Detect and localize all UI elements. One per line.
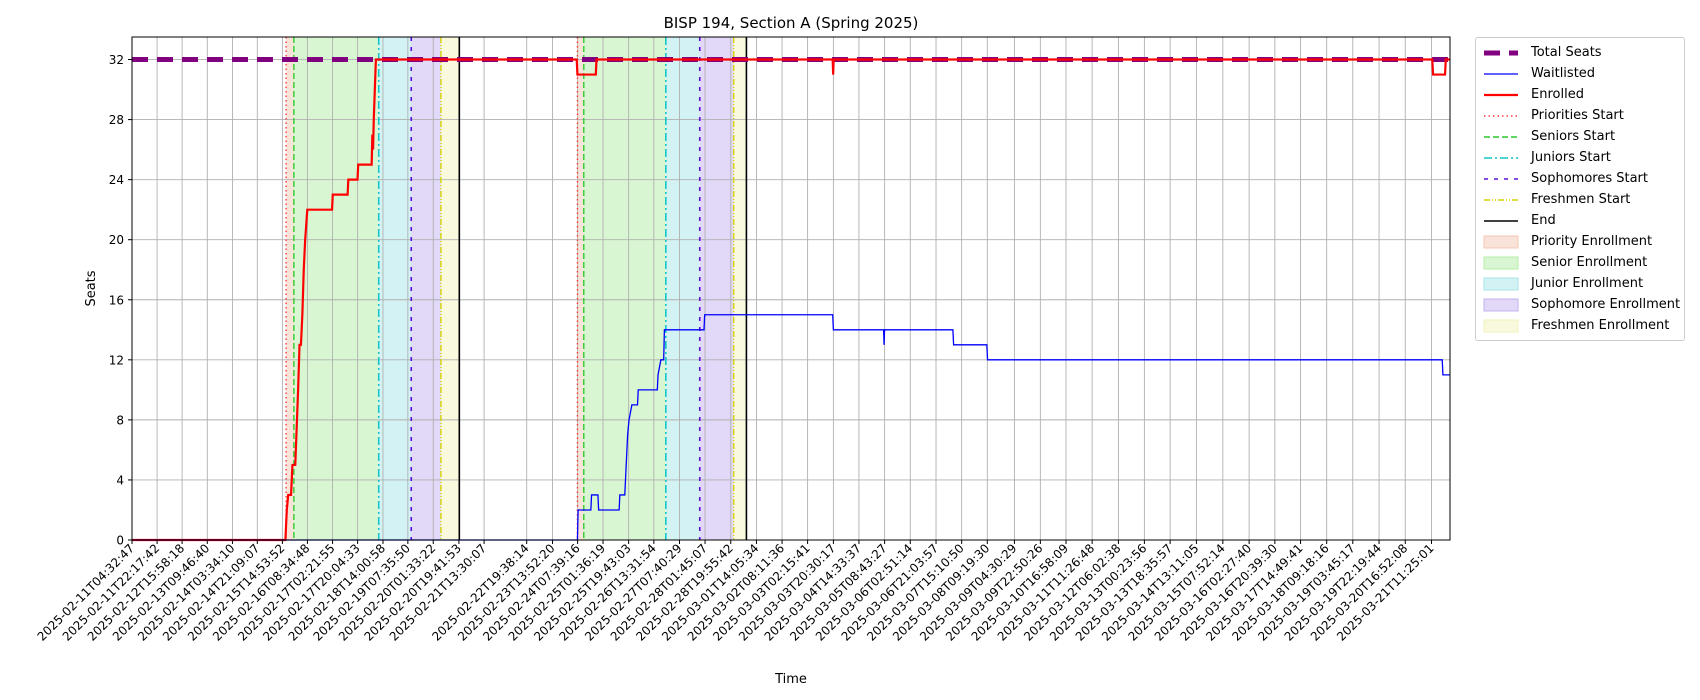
legend-swatch [1484, 156, 1518, 159]
legend-swatch [1484, 135, 1518, 138]
legend-item: Senior Enrollment [1476, 252, 1684, 273]
period-span [733, 37, 747, 540]
legend-label: Total Seats [1531, 45, 1602, 60]
period-span [378, 37, 412, 540]
legend-label: End [1531, 213, 1556, 228]
y-tick-label: 4 [116, 473, 124, 487]
x-axis: 2025-02-11T04:32:472025-02-11T22:17:4220… [35, 540, 1437, 644]
period-span [411, 37, 441, 540]
legend-swatch [1483, 298, 1519, 311]
legend-label: Priority Enrollment [1531, 234, 1653, 249]
legend-label: Sophomore Enrollment [1531, 297, 1681, 312]
legend-label: Waitlisted [1531, 66, 1596, 81]
legend-label: Enrolled [1531, 87, 1584, 102]
legend-swatch [1483, 256, 1519, 269]
period-span [293, 37, 379, 540]
period-span [665, 37, 700, 540]
legend-swatch [1484, 72, 1518, 75]
legend-item: Waitlisted [1476, 63, 1684, 84]
period-span [577, 37, 584, 540]
period-span [286, 37, 294, 540]
legend-item: End [1476, 210, 1684, 231]
axes-frame [131, 36, 1451, 541]
enrollment-periods [286, 37, 747, 540]
y-axis: 0 4 8 12 16 20 24 28 32 [109, 53, 132, 548]
period-span [583, 37, 666, 540]
legend-item: Juniors Start [1476, 147, 1684, 168]
series-line [132, 314, 1450, 541]
legend-swatch [1483, 235, 1519, 248]
y-tick-label: 20 [109, 233, 124, 247]
legend-swatch [1484, 114, 1518, 117]
legend-swatch [1483, 277, 1519, 290]
legend-swatch [1484, 93, 1518, 96]
legend-swatch-patch [1483, 319, 1519, 332]
y-tick-label: 16 [109, 293, 124, 307]
legend-item: Sophomores Start [1476, 168, 1684, 189]
legend-item: Sophomore Enrollment [1476, 294, 1684, 315]
chart-title: BISP 194, Section A (Spring 2025) [664, 14, 919, 32]
legend-swatch-patch [1483, 277, 1519, 290]
legend-swatch [1484, 198, 1518, 201]
y-tick-label: 0 [116, 534, 124, 548]
y-tick-label: 28 [109, 113, 124, 127]
y-axis-label: Seats [84, 270, 99, 306]
series [132, 57, 1450, 542]
legend-label: Sophomores Start [1531, 171, 1648, 186]
y-tick-label: 32 [109, 53, 124, 67]
legend-item: Total Seats [1476, 42, 1684, 63]
legend-label: Juniors Start [1531, 150, 1611, 165]
legend-label: Freshmen Start [1531, 192, 1631, 207]
legend-swatch-patch [1483, 235, 1519, 248]
legend-item: Junior Enrollment [1476, 273, 1684, 294]
legend-item: Freshmen Enrollment [1476, 315, 1684, 336]
legend-label: Senior Enrollment [1531, 255, 1648, 270]
series-line [132, 58, 1450, 542]
y-tick-label: 24 [109, 173, 124, 187]
x-axis-label: Time [774, 672, 807, 687]
y-tick-label: 12 [109, 353, 124, 367]
legend-label: Priorities Start [1531, 108, 1624, 123]
legend-swatch-patch [1483, 298, 1519, 311]
legend-item: Priority Enrollment [1476, 231, 1684, 252]
legend-item: Freshmen Start [1476, 189, 1684, 210]
legend-label: Freshmen Enrollment [1531, 318, 1670, 333]
legend-label: Seniors Start [1531, 129, 1616, 144]
legend-item: Priorities Start [1476, 105, 1684, 126]
legend-item: Seniors Start [1476, 126, 1684, 147]
legend-swatch [1483, 319, 1519, 332]
y-tick-label: 8 [116, 413, 124, 427]
chart-legend: Total Seats Waitlisted Enrolled Priorities … [1475, 37, 1685, 341]
period-span [440, 37, 460, 540]
legend-swatch [1484, 50, 1518, 55]
legend-swatch [1484, 219, 1518, 222]
legend-swatch-patch [1483, 256, 1519, 269]
legend-item: Enrolled [1476, 84, 1684, 105]
legend-label: Junior Enrollment [1531, 276, 1644, 291]
event-lines [285, 37, 748, 540]
legend-swatch [1484, 177, 1518, 180]
